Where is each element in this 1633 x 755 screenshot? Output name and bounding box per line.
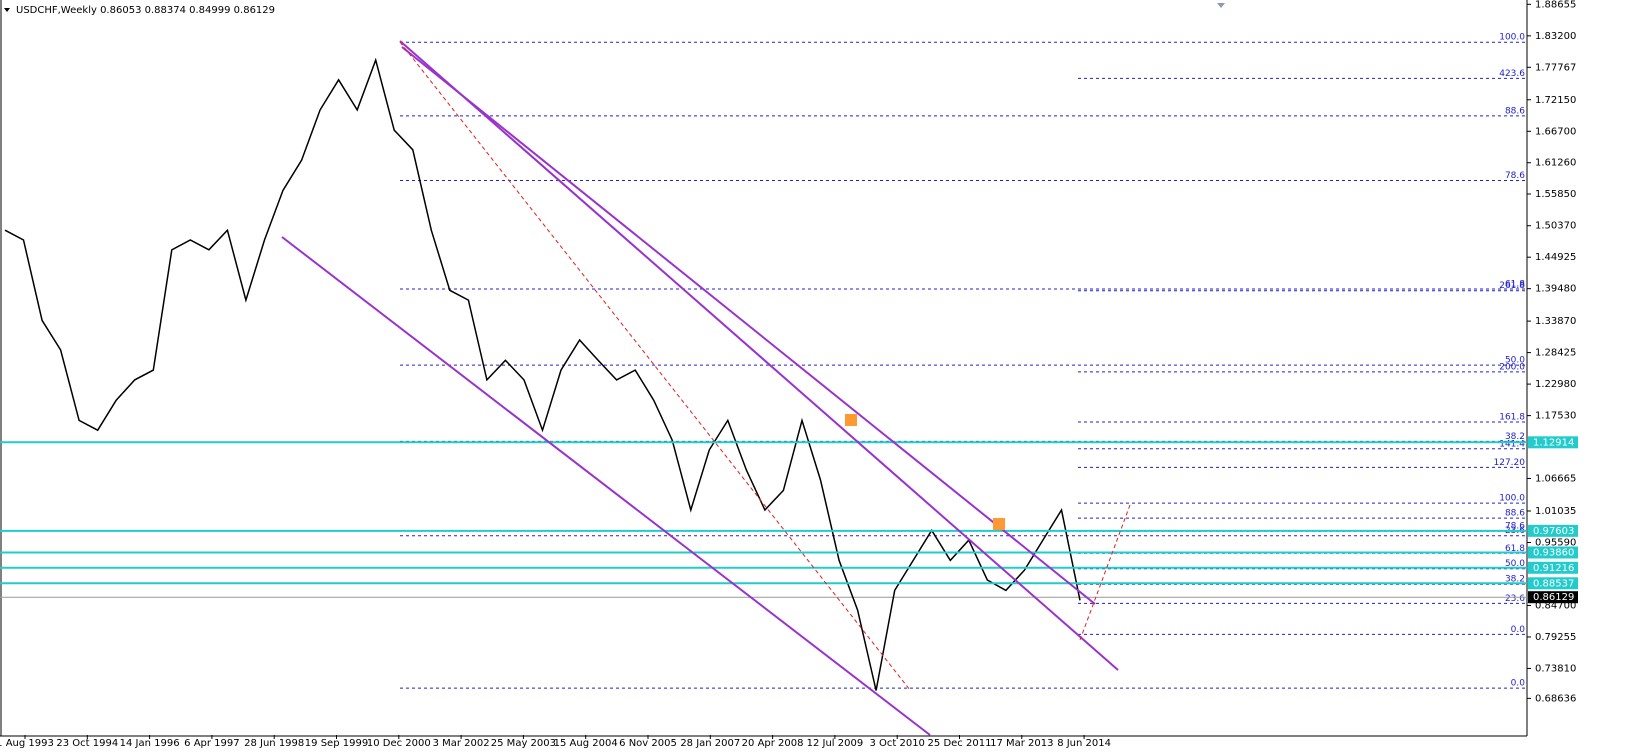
menu-triangle[interactable] bbox=[4, 8, 10, 12]
fib-label: 0.0 bbox=[1511, 679, 1526, 689]
marker bbox=[993, 518, 1005, 530]
y-tick-label: 1.77767 bbox=[1535, 62, 1576, 73]
chart-title: USDCHF,Weekly 0.86053 0.88374 0.84999 0.… bbox=[16, 5, 275, 16]
x-tick-label: 25 May 2003 bbox=[491, 738, 556, 749]
x-tick-label: 23 Oct 1994 bbox=[56, 738, 118, 749]
x-tick-label: 6 Nov 2005 bbox=[619, 738, 677, 749]
fib-label: 100.0 bbox=[1499, 494, 1525, 504]
fib-label: 78.6 bbox=[1505, 171, 1525, 181]
x-tick-label: 1 Aug 1993 bbox=[0, 738, 54, 749]
y-tick-label: 1.88655 bbox=[1535, 0, 1576, 10]
fib-label: 261.8 bbox=[1499, 281, 1525, 291]
x-tick-label: 3 Mar 2002 bbox=[433, 738, 490, 749]
marker bbox=[845, 414, 857, 426]
price-line bbox=[4, 57, 1081, 691]
fib-label: 61.8 bbox=[1505, 279, 1525, 289]
x-tick-label: 19 Sep 1999 bbox=[305, 738, 368, 749]
level-label: 0.91216 bbox=[1533, 563, 1574, 574]
fib-label: 127.20 bbox=[1494, 458, 1526, 468]
x-tick-label: 20 Apr 2008 bbox=[742, 738, 804, 749]
y-tick-label: 0.95590 bbox=[1535, 537, 1576, 548]
y-tick-label: 1.61260 bbox=[1535, 158, 1576, 169]
y-tick-label: 1.33870 bbox=[1535, 316, 1576, 327]
fib-label: 50.0 bbox=[1505, 559, 1525, 569]
fib-label: 161.8 bbox=[1499, 412, 1525, 422]
y-tick-label: 1.55850 bbox=[1535, 189, 1576, 200]
x-tick-label: 28 Jan 2007 bbox=[680, 738, 740, 749]
fib-label: 100.0 bbox=[1499, 33, 1525, 43]
level-label: 1.12914 bbox=[1533, 437, 1574, 448]
level-label: 0.97603 bbox=[1533, 526, 1574, 537]
level-label-box bbox=[1528, 436, 1578, 449]
level-label-box bbox=[1528, 524, 1578, 537]
x-tick-label: 28 Jun 1998 bbox=[244, 738, 304, 749]
channel-line bbox=[281, 236, 931, 736]
current-price-box bbox=[1528, 591, 1578, 604]
y-tick-label: 0.84700 bbox=[1535, 600, 1576, 611]
y-tick-label: 0.73810 bbox=[1535, 663, 1576, 674]
level-label-box bbox=[1528, 561, 1578, 574]
x-tick-label: 8 Jun 2014 bbox=[1057, 738, 1111, 749]
fib-label: 38.2 bbox=[1505, 432, 1525, 442]
channel-line bbox=[401, 46, 1096, 605]
fib-label: 61.8 bbox=[1505, 544, 1525, 554]
fib-label: 78.6 bbox=[1505, 522, 1525, 532]
shift-marker bbox=[1217, 3, 1225, 8]
y-tick-label: 1.66700 bbox=[1535, 126, 1576, 137]
x-tick-label: 14 Jan 1996 bbox=[120, 738, 180, 749]
fib-label: 141.4 bbox=[1499, 439, 1525, 449]
fib-label: 23.6 bbox=[1505, 594, 1525, 604]
y-tick-label: 1.06665 bbox=[1535, 473, 1576, 484]
level-label: 0.93860 bbox=[1533, 547, 1574, 558]
x-tick-label: 10 Dec 2000 bbox=[367, 738, 431, 749]
fib-label: 88.6 bbox=[1505, 106, 1525, 116]
fib-label: 200.0 bbox=[1499, 362, 1525, 372]
y-tick-label: 1.50370 bbox=[1535, 221, 1576, 232]
y-tick-label: 1.44925 bbox=[1535, 252, 1576, 263]
x-tick-label: 3 Oct 2010 bbox=[869, 738, 924, 749]
dashed-trend bbox=[1079, 504, 1131, 641]
y-tick-label: 1.72150 bbox=[1535, 95, 1576, 106]
trend-lines bbox=[281, 40, 1119, 736]
y-tick-label: 1.39480 bbox=[1535, 284, 1576, 295]
current-price-label: 0.86129 bbox=[1533, 592, 1574, 603]
y-tick-label: 1.22980 bbox=[1535, 379, 1576, 390]
fib-label: 38.2 bbox=[1505, 575, 1525, 585]
y-tick-label: 1.01035 bbox=[1535, 506, 1576, 517]
x-tick-label: 6 Apr 1997 bbox=[184, 738, 239, 749]
level-label-box bbox=[1528, 546, 1578, 559]
y-tick-label: 0.79255 bbox=[1535, 632, 1576, 643]
y-tick-label: 0.68636 bbox=[1535, 693, 1576, 704]
x-tick-label: 17 Mar 2013 bbox=[990, 738, 1053, 749]
fib-label: 0.0 bbox=[1511, 625, 1526, 635]
y-tick-label: 1.28425 bbox=[1535, 348, 1576, 359]
plot: 1.88655 1.83200 1.77767 1.72150 1.66700 1.612… bbox=[0, 0, 1576, 749]
x-tick-label: 25 Dec 2011 bbox=[928, 738, 992, 749]
level-label-box bbox=[1528, 577, 1578, 590]
y-tick-label: 1.83200 bbox=[1535, 31, 1576, 42]
channel-line bbox=[399, 40, 1119, 671]
y-tick-label: 1.17530 bbox=[1535, 411, 1576, 422]
x-tick-label: 15 Aug 2004 bbox=[554, 738, 618, 749]
fib-label: 88.6 bbox=[1505, 509, 1525, 519]
level-label: 0.88537 bbox=[1533, 578, 1574, 589]
dashed-trend bbox=[399, 41, 911, 691]
fib-label: 423.6 bbox=[1499, 69, 1525, 79]
fib-label: 50.0 bbox=[1505, 356, 1525, 366]
x-tick-label: 12 Jul 2009 bbox=[807, 738, 864, 749]
